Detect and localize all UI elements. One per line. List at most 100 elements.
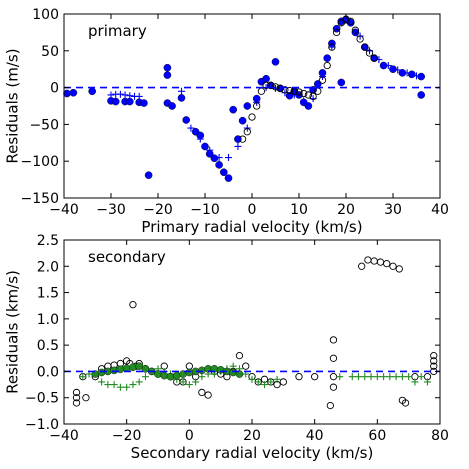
primary-open-circle-point-12	[295, 88, 303, 96]
primary-open-circle-point-24	[351, 26, 360, 34]
secondary-plus-point-16	[185, 381, 193, 389]
primary-y-tick-label: −50	[29, 117, 59, 133]
secondary-y-tick-label: 0.0	[37, 364, 59, 380]
primary-x-axis-label: Primary radial velocity (km/s)	[141, 218, 362, 236]
secondary-plus-point-33	[355, 373, 363, 381]
secondary-y-tick-label: −0.5	[25, 391, 59, 407]
primary-filled-circle-point-44	[351, 28, 360, 37]
secondary-x-tick-label: 80	[431, 428, 449, 444]
primary-plus-point-10	[206, 146, 214, 154]
secondary-y-tick-label: 1.0	[37, 312, 59, 328]
primary-filled-circle-point-14	[177, 94, 186, 102]
secondary-open-circle-point-51	[395, 265, 403, 273]
primary-filled-circle-point-22	[219, 168, 228, 177]
secondary-open-circle-point-56	[430, 352, 438, 360]
primary-filled-circle-point-15	[182, 116, 190, 124]
primary-plus-point-6	[135, 92, 143, 100]
secondary-annotation: secondary	[88, 248, 166, 266]
primary-open-circle-point-5	[262, 81, 270, 90]
primary-open-circle-point-28	[370, 54, 378, 62]
primary-plus-point-24	[337, 19, 345, 27]
primary-open-circle-point-18	[323, 61, 331, 70]
primary-open-circle-point-2	[248, 113, 256, 121]
primary-plus-point-11	[215, 154, 223, 162]
primary-filled-circle-point-52	[417, 91, 426, 99]
secondary-open-circle-point-30	[235, 352, 244, 360]
primary-y-tick-label: 100	[32, 7, 59, 23]
secondary-open-circle-point-47	[370, 257, 378, 265]
secondary-plus-point-32	[348, 373, 356, 381]
secondary-filled-circle-point-1	[97, 368, 106, 377]
secondary-open-circle-point-39	[311, 373, 319, 381]
primary-filled-circle-point-50	[407, 70, 416, 79]
primary-filled-circle-point-21	[215, 161, 223, 169]
primary-open-circle-point-15	[309, 92, 317, 101]
primary-open-circle-point-13	[300, 89, 308, 98]
secondary-ticks: −40 −20 0 20 40 60 80 −1.0 −0.5 0.0 0.5 1.0 1.5 2.0 2.…	[25, 233, 449, 444]
secondary-plus-point-40	[398, 373, 406, 381]
secondary-open-circle-point-4	[82, 394, 90, 402]
secondary-plus-point-23	[229, 362, 237, 370]
secondary-open-circle-point-42	[329, 373, 338, 381]
secondary-x-tick-label: −40	[49, 428, 79, 444]
primary-open-circle-point-20	[332, 28, 341, 37]
secondary-plus-point-29	[267, 378, 275, 386]
primary-filled-circle-point-38	[323, 54, 332, 62]
secondary-plus-point-5	[116, 383, 124, 391]
primary-plus-point-19	[290, 91, 298, 99]
secondary-open-circle-point-1	[72, 394, 81, 402]
secondary-plus-point-42	[411, 378, 419, 386]
primary-y-tick-label: −100	[21, 154, 59, 170]
secondary-y-tick-label: 2.5	[37, 233, 59, 249]
secondary-plus-point-26	[248, 375, 256, 383]
primary-x-tick-label: −10	[190, 202, 220, 218]
primary-y-tick-label: 0	[50, 81, 59, 97]
primary-plus-point-31	[403, 69, 411, 77]
secondary-plus-point-36	[373, 373, 381, 381]
secondary-open-circle-point-58	[430, 362, 438, 370]
primary-filled-circle-point-54	[271, 58, 280, 66]
primary-plus-point-28	[375, 56, 383, 64]
primary-annotation: primary	[88, 22, 147, 40]
primary-data-marks	[63, 15, 426, 182]
primary-open-circle-point-14	[304, 91, 313, 99]
primary-filled-circle-point-20	[210, 154, 219, 163]
secondary-plus-point-31	[336, 373, 344, 381]
primary-filled-circle-point-53	[337, 78, 346, 87]
secondary-open-circle-point-49	[383, 260, 391, 268]
secondary-plus-point-8	[135, 378, 143, 386]
secondary-plot-frame	[63, 239, 441, 425]
primary-open-circle-point-1	[243, 128, 251, 136]
primary-filled-circle-point-28	[262, 74, 270, 83]
secondary-open-circle-point-50	[389, 262, 397, 270]
secondary-filled-circle-point-12	[166, 372, 175, 381]
secondary-y-axis-label: Residuals (km/s)	[4, 270, 22, 394]
primary-open-circle-point-3	[253, 102, 261, 110]
primary-filled-circle-point-48	[389, 65, 397, 73]
secondary-open-circle-point-40	[329, 336, 338, 344]
secondary-plus-point-34	[361, 373, 369, 381]
secondary-plus-point-4	[110, 381, 118, 389]
primary-plus-point-2	[116, 90, 124, 98]
secondary-plus-point-2	[98, 378, 106, 386]
primary-x-tick-label: 40	[431, 202, 449, 218]
primary-filled-circle-point-13	[168, 102, 176, 110]
primary-filled-circle-point-1	[69, 88, 78, 97]
secondary-y-tick-label: 1.5	[37, 286, 59, 302]
primary-plus-point-30	[394, 66, 402, 74]
primary-open-circle-point-27	[365, 49, 374, 57]
primary-open-circle-point-26	[361, 43, 369, 51]
primary-x-tick-label: 10	[290, 202, 308, 218]
secondary-open-circle-point-22	[185, 362, 193, 370]
primary-plus-point-8	[187, 124, 195, 132]
secondary-filled-circle-point-23	[235, 370, 244, 378]
primary-filled-circle-point-36	[313, 80, 322, 88]
secondary-open-circle-point-53	[401, 399, 410, 407]
secondary-plus-point-39	[392, 373, 400, 381]
secondary-plus-point-28	[261, 381, 269, 389]
primary-plus-point-20	[300, 97, 308, 105]
primary-filled-circle-point-55	[229, 105, 237, 114]
